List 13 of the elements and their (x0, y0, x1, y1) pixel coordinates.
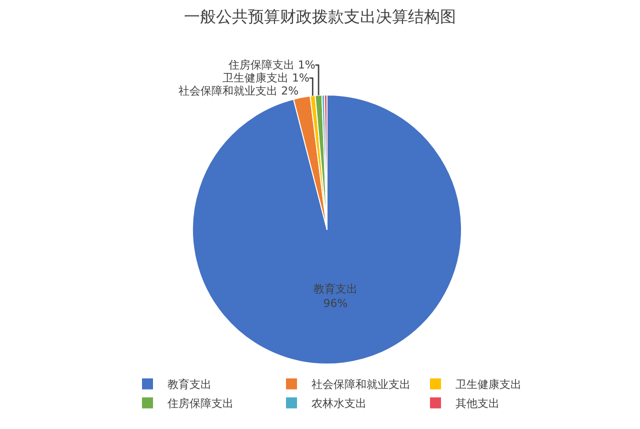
pie-slice (192, 94, 462, 364)
category-label: 卫生健康支出 1% (222, 72, 310, 85)
category-label: 住房保障支出 1% (228, 58, 316, 72)
category-label: 社会保障和就业支出 2% (178, 84, 299, 98)
legend-label: 农林水支出 (312, 397, 366, 410)
data-label: 96% (323, 296, 348, 310)
legend-label: 教育支出 (168, 378, 212, 392)
legend-label: 社会保障和就业支出 (312, 378, 410, 392)
legend-label: 其他支出 (456, 397, 500, 410)
legend-label: 卫生健康支出 (456, 378, 522, 392)
slice-label: 教育支出 (313, 282, 358, 296)
chart-title: 一般公共预算财政拨款支出决算结构图 (184, 6, 456, 26)
legend-label: 住房保障支出 (168, 397, 234, 410)
